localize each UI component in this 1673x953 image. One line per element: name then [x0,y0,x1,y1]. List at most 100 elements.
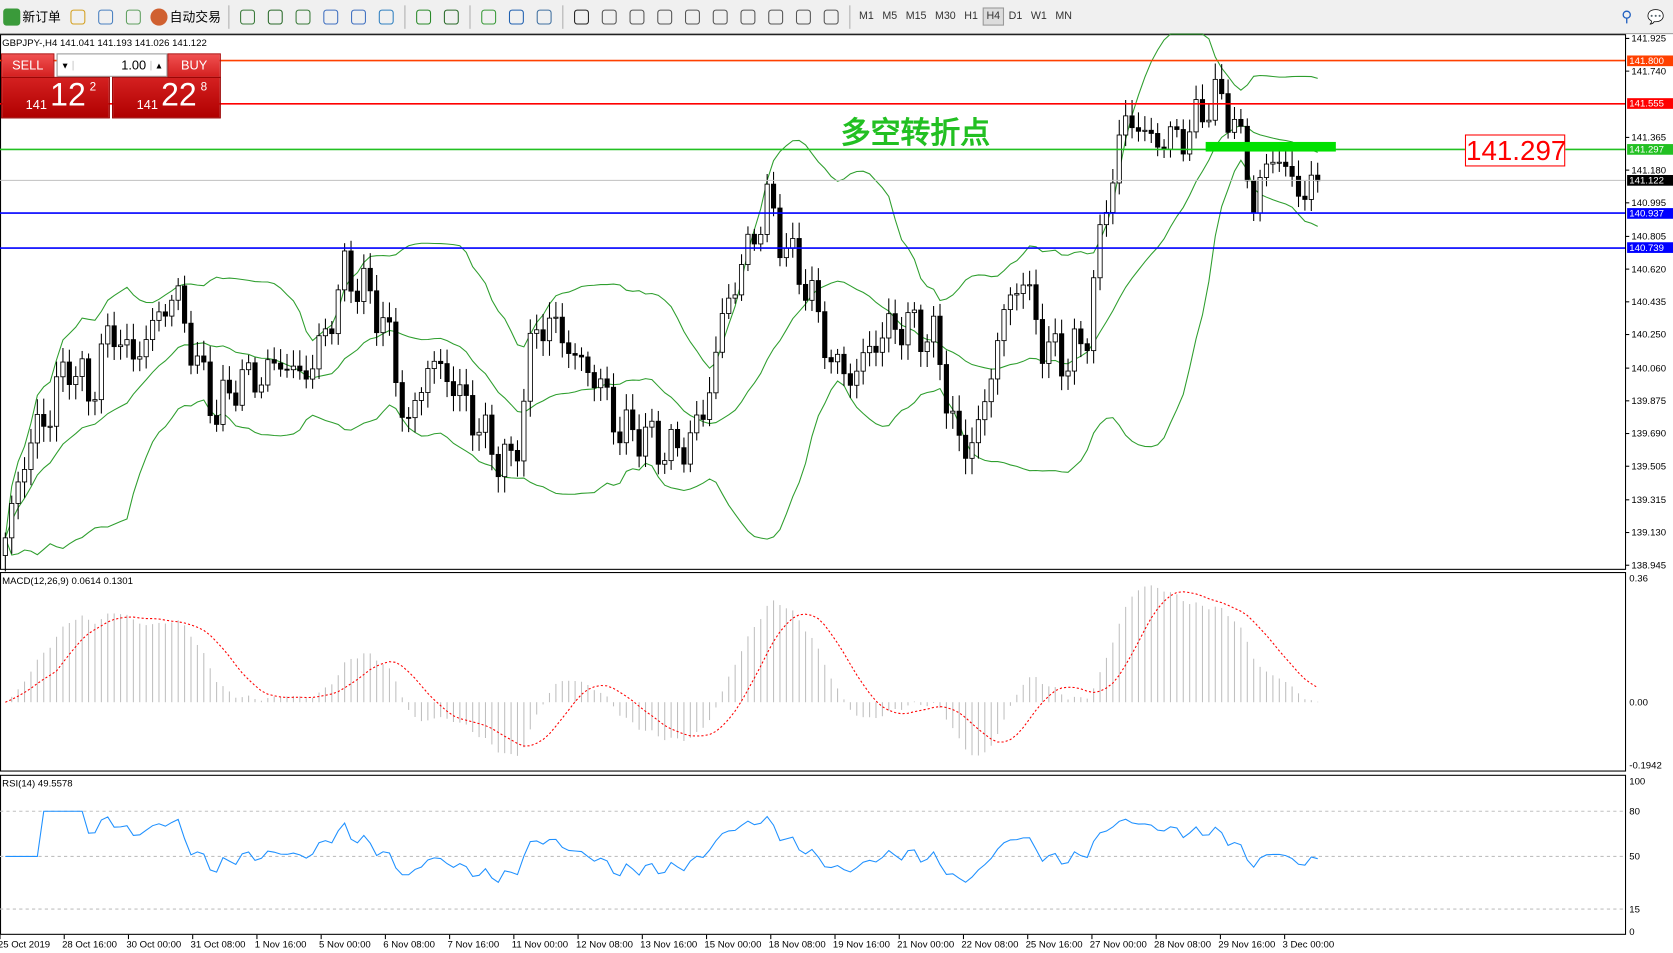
symbol-info: GBPJPY-,H4 141.041 141.193 141.026 141.1… [2,37,207,49]
arrows-button[interactable] [817,4,845,30]
lot-size-field[interactable]: ▼ 1.00 ▲ [56,53,168,77]
bearish-candle [751,233,757,245]
bearish-candle [1225,93,1231,133]
timeframe-m1[interactable]: M1 [858,10,874,23]
zoom-in-button[interactable] [317,4,345,30]
sell-button[interactable]: SELL [1,53,55,78]
macd-signal-line [5,591,1318,747]
bullish-candle [194,355,200,366]
bearish-candle [815,280,821,313]
bullish-candle [1103,212,1110,226]
bearish-candle [777,207,783,259]
bearish-candle [489,414,495,455]
timeframe-h1[interactable]: H1 [964,10,978,23]
bullish-candle [713,351,719,394]
buy-button[interactable]: BUY [167,53,221,78]
pivot-annotation[interactable]: 多空转折点 [840,115,991,151]
chart-area[interactable]: 141.925 141.740 141.365 141.180 140.995 140.8… [0,33,1673,953]
timeframe-m30[interactable]: M30 [934,10,956,23]
bullish-candle [482,414,489,433]
rsi-axis-label: 0 [1629,927,1634,938]
bearish-candle [297,365,303,372]
bearish-candle [278,362,284,370]
tile-button[interactable] [372,4,400,30]
bearish-candle [1244,125,1250,182]
lot-value[interactable]: 1.00 [121,57,147,73]
autoscroll-button[interactable] [410,4,438,30]
timeframe-h4[interactable]: H4 [982,7,1005,26]
ask-price-button[interactable]: 141 22 8 [112,76,221,119]
bullish-candle [911,309,917,314]
search-icon[interactable]: ⚲ [1621,7,1633,25]
bearish-candle [85,358,92,402]
bullish-candle [124,339,130,346]
bullish-candle [950,410,956,414]
timeframe-mn[interactable]: MN [1055,10,1072,23]
bearish-candle [495,453,501,478]
time-axis-label: 25 Oct 2019 [0,940,50,951]
chart-shift-button[interactable] [437,4,465,30]
lot-increase-button[interactable]: ▲ [150,60,166,70]
bullish-candle [431,360,437,369]
bearish-candle [399,382,405,418]
templates-button[interactable] [530,4,558,30]
bullish-candle [1110,182,1116,213]
bearish-candle [450,381,457,397]
bar-chart-button[interactable] [234,4,262,30]
indicators-button[interactable] [475,4,503,30]
signal-button[interactable] [120,4,148,30]
zoom-out-button[interactable] [345,4,373,30]
bullish-candle [969,442,975,459]
bullish-candle [719,313,725,353]
signal-icon [125,9,141,25]
auto-trade-button[interactable]: 自动交易 [147,4,224,30]
price-label-box[interactable]: 141.297 [1464,134,1567,167]
bullish-candle [809,280,815,301]
autoscroll-icon [416,9,432,25]
bullish-candle [169,299,175,317]
bearish-candle [828,357,834,363]
gold-button[interactable] [64,4,92,30]
periods-button[interactable] [503,4,531,30]
crosshair-button[interactable] [595,4,623,30]
bearish-candle [937,315,943,365]
new-order-button[interactable]: 新订单 [0,4,64,30]
chat-icon[interactable]: 💬 [1647,8,1665,25]
timeframe-w1[interactable]: W1 [1030,10,1047,23]
fibo-button[interactable] [706,4,734,30]
timeframe-d1[interactable]: D1 [1008,10,1023,23]
bullish-candle [1231,118,1238,133]
lot-decrease-button[interactable]: ▼ [58,60,74,70]
line-chart-button[interactable] [289,4,317,30]
fibo-fan-button[interactable] [734,4,762,30]
price-tick-label: 139.130 [1631,528,1666,539]
macd-panel-frame [0,572,1627,772]
bearish-candle [393,321,399,383]
cursor-button[interactable] [568,4,596,30]
candle-chart-button[interactable] [261,4,289,30]
trendline-icon [685,9,700,25]
bearish-candle [610,386,617,433]
timeframe-m15[interactable]: M15 [905,10,927,23]
bearish-candle [847,373,853,386]
bullish-candle [1071,328,1077,372]
bid-price-button[interactable]: 141 12 2 [1,76,110,119]
bullish-candle [835,353,841,363]
bullish-candle [546,317,553,342]
text-button[interactable] [762,4,790,30]
vertical-line-button[interactable] [623,4,651,30]
trendline-button[interactable] [679,4,707,30]
bullish-candle [1276,161,1282,164]
server-button[interactable] [92,4,120,30]
horizontal-line-button[interactable] [651,4,679,30]
bearish-candle [681,447,687,465]
bullish-candle [1206,119,1212,123]
bullish-candle [335,289,341,335]
timeframe-m5[interactable]: M5 [882,10,898,23]
label-button[interactable] [790,4,818,30]
bearish-candle [188,322,194,366]
bullish-candle [118,344,124,348]
bearish-candle [226,379,232,394]
support-resistance-zone[interactable] [1205,141,1336,152]
bullish-candle [502,443,508,478]
